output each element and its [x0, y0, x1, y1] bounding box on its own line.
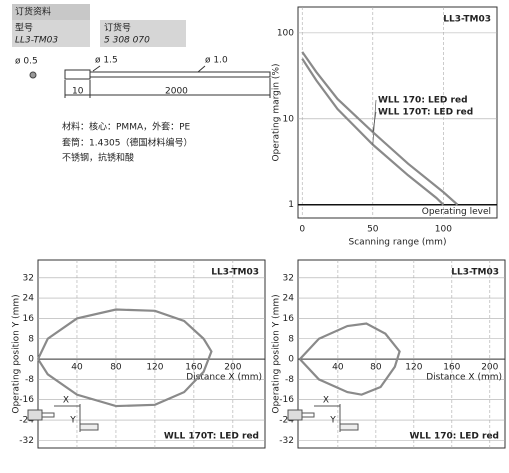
model: LL3-TM03 [15, 36, 58, 46]
plot-frame [37, 259, 266, 449]
legend-label: WLL 170T: LED red [164, 432, 259, 442]
x-axis-label: Distance X (mm) [426, 373, 502, 383]
y-tick-label: -16 [279, 395, 294, 405]
fiber-tip [29, 71, 37, 79]
y-tick-label: -24 [279, 416, 294, 426]
x-tick-label: 80 [110, 363, 122, 373]
legend-label: WLL 170T: LED red [378, 108, 473, 118]
leader [92, 65, 101, 72]
dim-text: ø 1.0 [205, 56, 228, 66]
plot-frame [297, 6, 498, 219]
x-tick-label: 0 [299, 225, 305, 235]
table-header-bg [12, 4, 90, 20]
x-tick-label: 160 [185, 363, 202, 373]
y-axis-label: Operating position Y (mm) [272, 294, 282, 413]
series-line [301, 51, 459, 206]
y-tick-label: -24 [19, 416, 34, 426]
fiber-icon [301, 412, 315, 418]
legend-label: WLL 170: LED red [409, 432, 499, 442]
sensor-icon [27, 409, 43, 421]
table-cell-bg [100, 20, 186, 47]
dim-text: ø 0.5 [15, 57, 38, 67]
sleeve [64, 69, 91, 80]
material-text: 套筒：1.4305（德国材料编号） [62, 137, 193, 149]
order-no: 5 308 070 [104, 36, 150, 46]
x-tick-label: 120 [146, 363, 163, 373]
y-tick-label: 10 [283, 114, 295, 124]
diagram-label: X [63, 396, 69, 406]
x-tick-label: 160 [443, 363, 460, 373]
x-tick-label: 120 [405, 363, 422, 373]
table-title: 订货资料 [15, 6, 51, 18]
y-tick-label: 32 [283, 273, 294, 283]
diagram-label: X [323, 396, 329, 406]
fiber [89, 71, 271, 78]
y-tick-label: 0 [28, 355, 34, 365]
y-tick-label: 16 [283, 314, 295, 324]
x-tick-label: 100 [435, 225, 452, 235]
y-tick-label: -8 [25, 375, 34, 385]
leader [197, 65, 206, 73]
y-tick-label: 8 [288, 334, 294, 344]
dim-text: ø 1.5 [95, 56, 118, 66]
y-axis-label: Operating position Y (mm) [12, 294, 22, 413]
series-line [299, 322, 401, 396]
target-icon [339, 423, 359, 431]
dim-text: 10 [72, 87, 84, 97]
y-tick-label: -16 [19, 395, 34, 405]
x-tick-label: 200 [481, 363, 498, 373]
y-tick-label: 24 [23, 294, 35, 304]
y-tick-label: -8 [285, 375, 294, 385]
reference-label: Operating level [422, 207, 491, 217]
target-icon [79, 423, 99, 431]
y-tick-label: -32 [279, 436, 294, 446]
material-text: 材料：核心：PMMA，外套：PE [62, 121, 191, 133]
table-header: 型号 [15, 23, 33, 34]
y-tick-label: 16 [23, 314, 35, 324]
y-axis-label: Operating margin (%) [272, 63, 282, 161]
series-line [37, 308, 213, 408]
sensor-icon [287, 409, 303, 421]
y-tick-label: -32 [19, 436, 34, 446]
legend-label: WLL 170: LED red [378, 96, 468, 106]
diagram-label: Y [69, 416, 76, 426]
y-tick-label: 1 [288, 200, 294, 210]
diagram-label: Y [329, 416, 336, 426]
table-header: 订货号 [104, 22, 131, 34]
legend-leader [372, 111, 377, 133]
x-tick-label: 40 [332, 363, 344, 373]
x-tick-label: 50 [367, 225, 379, 235]
x-axis-label: Distance X (mm) [186, 373, 262, 383]
chart-title: LL3-TM03 [451, 268, 499, 278]
chart-title: LL3-TM03 [443, 15, 491, 25]
y-tick-label: 24 [283, 294, 295, 304]
x-tick-label: 40 [71, 363, 83, 373]
plot-frame [297, 259, 506, 449]
fiber-icon [41, 412, 55, 418]
x-tick-label: 200 [224, 363, 241, 373]
y-tick-label: 0 [288, 355, 294, 365]
material-text: 不锈钢，抗锈和酸 [62, 152, 134, 164]
y-tick-label: 8 [28, 334, 34, 344]
y-tick-label: 100 [277, 28, 294, 38]
y-tick-label: 32 [23, 273, 34, 283]
x-tick-label: 80 [370, 363, 382, 373]
chart-title: LL3-TM03 [211, 268, 259, 278]
x-axis-label: Scanning range (mm) [349, 238, 447, 248]
table-cell-bg [12, 20, 90, 47]
dim-text: 2000 [165, 87, 188, 97]
